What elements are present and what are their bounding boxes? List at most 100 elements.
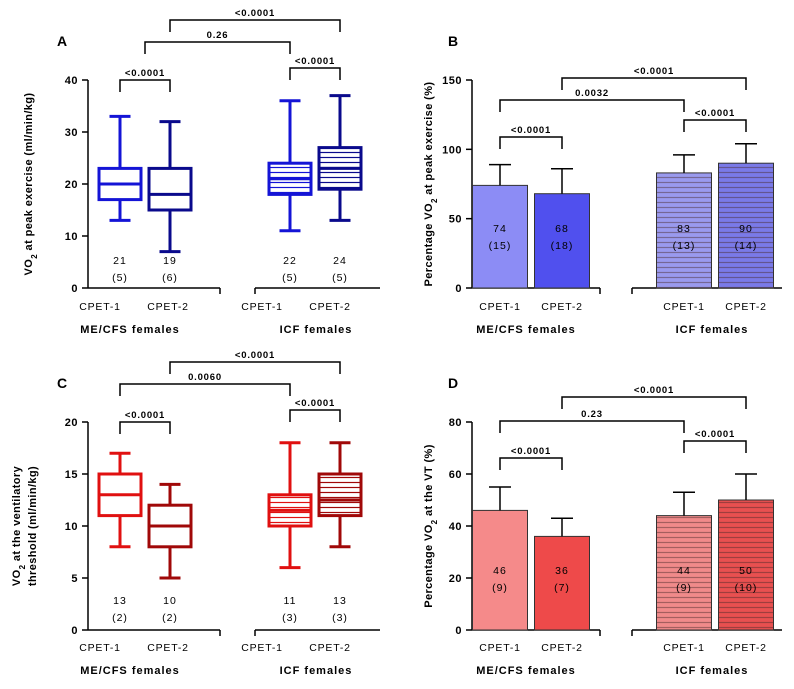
sd-label: (6) (162, 272, 178, 284)
mean-label: 10 (163, 595, 177, 607)
significance-bracket: <0.0001 (289, 398, 341, 422)
bracket-line (144, 41, 291, 54)
y-tick-label: 100 (442, 144, 462, 156)
mean-label: 46 (493, 565, 507, 577)
significance-bracket: <0.0001 (499, 446, 563, 470)
p-value-label: <0.0001 (295, 56, 335, 67)
panel-letter: D (448, 375, 458, 391)
x-category-label: CPET-2 (147, 642, 189, 654)
mean-label: 19 (163, 255, 177, 267)
sd-label: (2) (112, 612, 128, 624)
p-value-label: 0.26 (207, 30, 229, 41)
mean-label: 13 (333, 595, 347, 607)
series-2: 83 (13) CPET-1 (656, 154, 712, 313)
mean-label: 74 (493, 223, 507, 235)
significance-bracket: 0.0060 (119, 372, 291, 396)
y-tick-label: 30 (65, 127, 78, 139)
y-axis-label: Percentage VO2 at the VT (%) (423, 444, 439, 608)
mean-label: 24 (333, 255, 347, 267)
box-body (317, 472, 363, 518)
series-2: 44 (9) CPET-1 (656, 491, 712, 654)
series-3: 50 (10) CPET-2 (718, 473, 774, 654)
p-value-label: <0.0001 (125, 68, 165, 79)
series-3: 13 (3) CPET-2 (309, 441, 363, 654)
mean-label: 22 (283, 255, 297, 267)
mean-label: 13 (113, 595, 127, 607)
mean-label: 50 (739, 565, 753, 577)
significance-bracket: <0.0001 (119, 68, 171, 92)
y-axis-label-sub: 2 (430, 519, 439, 524)
significance-bracket: <0.0001 (499, 125, 563, 149)
box-body (147, 166, 193, 212)
p-value-label: <0.0001 (634, 385, 674, 396)
bracket-line (683, 440, 747, 453)
p-value-label: <0.0001 (235, 8, 275, 19)
y-tick-label: 0 (71, 625, 78, 637)
bracket-line (561, 396, 747, 409)
p-value-label: <0.0001 (634, 66, 674, 77)
bar (534, 193, 590, 289)
panel-letter: B (448, 33, 458, 49)
x-group-label: ME/CFS females (476, 665, 576, 677)
x-category-label: CPET-2 (541, 301, 583, 313)
bracket-line (119, 421, 171, 434)
sd-label: (5) (282, 272, 298, 284)
x-category-label: CPET-1 (79, 301, 121, 313)
bracket-line (499, 420, 685, 433)
x-category-label: CPET-2 (725, 301, 767, 313)
p-value-label: <0.0001 (511, 125, 551, 136)
x-category-label: CPET-2 (309, 642, 351, 654)
sd-label: (9) (676, 582, 692, 594)
sd-label: (18) (551, 240, 574, 252)
y-tick-label: 150 (442, 75, 462, 87)
panel-letter: A (57, 33, 67, 49)
mean-label: 44 (677, 565, 691, 577)
x-group-label: ICF females (676, 324, 749, 336)
bracket-line (119, 383, 291, 396)
series-3: 24 (5) CPET-2 (309, 94, 363, 313)
y-tick-label: 10 (65, 231, 78, 243)
sd-label: (15) (489, 240, 512, 252)
y-tick-label: 0 (71, 283, 78, 295)
mean-label: 90 (739, 223, 753, 235)
panel-letter: C (57, 375, 67, 391)
y-axis-label-sub: 2 (430, 198, 439, 203)
series-0: 21 (5) CPET-1 (79, 114, 143, 313)
panel-d: D 0 20 40 60 80 Percentage VO2 at the VT (%) 46… (423, 375, 782, 677)
y-tick-label: 60 (449, 469, 462, 481)
y-tick-label: 20 (449, 573, 462, 585)
significance-bracket: <0.0001 (169, 350, 341, 374)
y-axis-label-main: Percentage VO (423, 524, 435, 608)
y-axis-label: Percentage VO2 at peak exercise (%) (423, 82, 439, 287)
y-axis-label-main: Percentage VO (423, 203, 435, 287)
x-group-label: ICF females (676, 665, 749, 677)
x-category-label: CPET-2 (147, 301, 189, 313)
series-1: 36 (7) CPET-2 (534, 517, 590, 654)
y-tick-label: 20 (65, 417, 78, 429)
y-tick-label: 40 (449, 521, 462, 533)
panel-a: A 0 10 20 30 40 VO2 at peak exercise (ml/min/k… (23, 8, 380, 336)
sd-label: (13) (673, 240, 696, 252)
mean-label: 11 (284, 595, 297, 607)
sd-label: (3) (332, 612, 348, 624)
significance-bracket: <0.0001 (683, 429, 747, 453)
bracket-line (683, 119, 747, 132)
y-axis-label-main: VO (23, 259, 35, 276)
y-tick-label: 0 (455, 283, 462, 295)
series-2: 22 (5) CPET-1 (241, 99, 313, 313)
p-value-label: <0.0001 (295, 398, 335, 409)
p-value-label: <0.0001 (511, 446, 551, 457)
bar (534, 535, 590, 631)
y-axis-label-line2: threshold (ml/min/kg) (27, 466, 39, 586)
y-tick-label: 15 (65, 469, 78, 481)
sd-label: (5) (332, 272, 348, 284)
y-axis-label-rest: at the VT (%) (423, 444, 435, 519)
significance-bracket: <0.0001 (119, 410, 171, 434)
y-axis-label-sub: 2 (30, 254, 39, 259)
p-value-label: 0.23 (581, 409, 603, 420)
sd-label: (2) (162, 612, 178, 624)
sd-label: (5) (112, 272, 128, 284)
bar-hatch (718, 163, 774, 288)
x-category-label: CPET-2 (725, 642, 767, 654)
